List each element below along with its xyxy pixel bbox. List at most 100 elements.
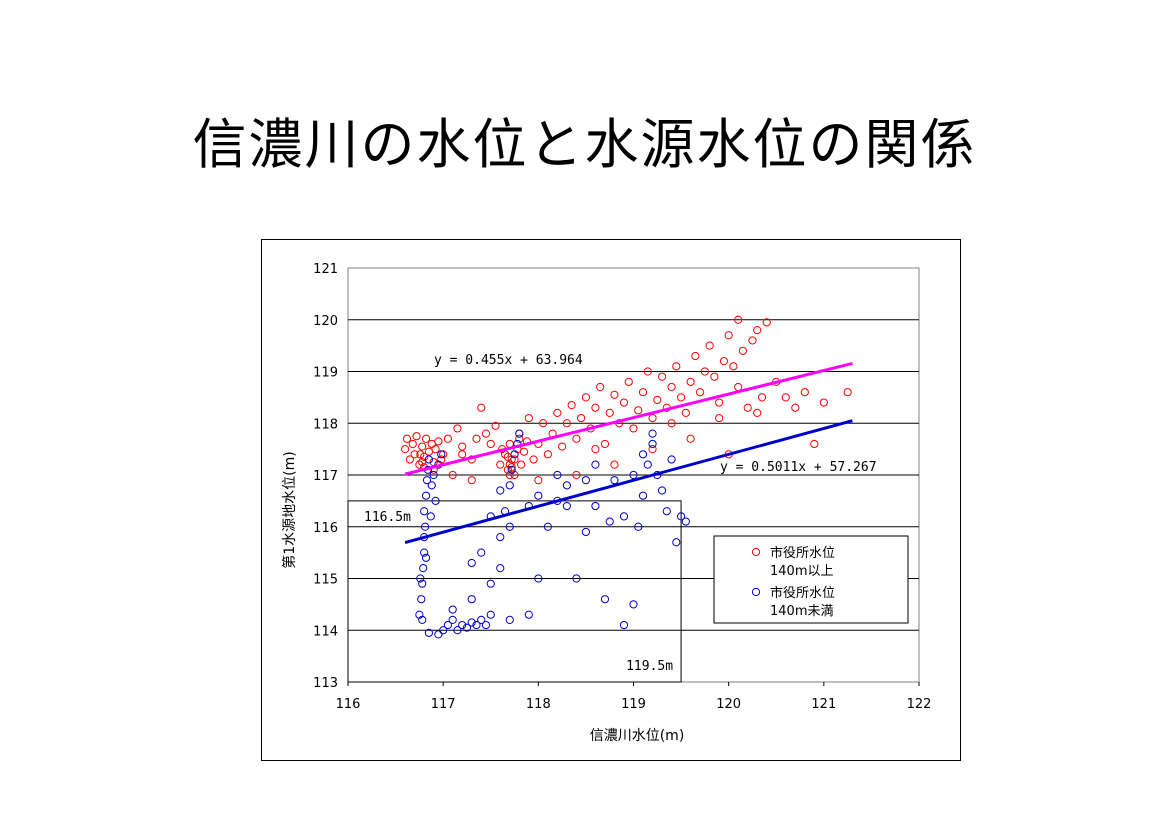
point-series-a: [667, 419, 676, 428]
tick-labels: 113 114 115 116 117 118 119 120 121 116 117 118 119 1…: [313, 262, 931, 712]
point-series-a: [558, 442, 567, 451]
point-series-a: [676, 393, 686, 402]
point-series-a: [458, 442, 467, 451]
point-series-b: [562, 481, 571, 490]
point-series-a: [577, 413, 586, 423]
point-series-b: [605, 517, 614, 526]
point-series-b: [419, 564, 428, 573]
point-series-b: [481, 620, 491, 630]
point-series-a: [710, 372, 719, 381]
point-series-a: [719, 357, 729, 366]
x-tick-label: 122: [907, 697, 932, 712]
point-series-b: [496, 564, 505, 573]
legend-marker: [751, 587, 761, 597]
point-series-a: [753, 408, 762, 417]
point-series-b: [467, 558, 476, 568]
point-series-a: [477, 403, 486, 412]
point-series-b: [553, 470, 562, 480]
point-series-a: [715, 413, 724, 423]
point-series-a: [401, 445, 410, 454]
point-series-a: [481, 429, 491, 438]
point-series-b: [422, 476, 432, 485]
point-series-b: [643, 460, 652, 469]
x-tick-label: 120: [716, 697, 741, 712]
point-series-a: [491, 421, 500, 430]
point-series-a: [448, 470, 457, 480]
point-series-a: [553, 408, 562, 417]
point-series-a: [629, 424, 638, 433]
point-series-a: [700, 367, 709, 376]
point-series-b: [434, 630, 443, 639]
point-series-a: [529, 455, 538, 464]
point-series-a: [515, 434, 524, 443]
point-series-b: [496, 533, 505, 542]
y-tick-label: 120: [313, 314, 338, 329]
point-series-b: [591, 501, 600, 511]
point-series-b: [472, 620, 481, 630]
point-series-b: [629, 600, 638, 609]
point-series-b: [657, 486, 667, 495]
point-series-b: [420, 507, 429, 516]
point-series-b: [638, 491, 648, 500]
point-series-a: [762, 318, 771, 327]
point-series-a: [591, 403, 600, 412]
point-series-b: [562, 501, 571, 511]
legend-label-line1: 市役所水位: [770, 545, 835, 561]
chart-annotations: y = 0.455x + 63.964 y = 0.5011x + 57.267: [434, 353, 877, 475]
x-axis-title: 信濃川水位(m): [590, 728, 685, 744]
y-tick-label: 114: [313, 624, 338, 639]
point-series-b: [667, 455, 676, 464]
point-series-b: [427, 481, 436, 490]
point-series-a: [681, 408, 690, 417]
point-series-a: [734, 315, 743, 324]
point-series-a: [591, 445, 600, 454]
point-series-a: [410, 450, 419, 459]
legend-label-line2: 140m未満: [770, 604, 833, 619]
point-series-a: [672, 362, 681, 371]
point-series-a: [715, 398, 724, 407]
point-series-b: [648, 429, 657, 438]
point-series-a: [443, 434, 453, 443]
point-series-a: [434, 437, 443, 446]
point-series-a: [458, 450, 467, 459]
point-series-a: [421, 434, 431, 443]
y-tick-label: 116: [313, 521, 338, 536]
y-tick-label: 118: [313, 417, 338, 432]
point-series-a: [505, 460, 514, 469]
point-series-a: [505, 470, 514, 480]
point-series-b: [505, 522, 514, 531]
point-series-a: [538, 419, 548, 428]
point-series-b: [591, 460, 600, 469]
slide-title: 信濃川の水位と水源水位の関係: [192, 113, 977, 176]
point-series-a: [415, 460, 424, 469]
point-series-a: [610, 390, 619, 399]
point-series-a: [405, 455, 414, 464]
point-series-a: [648, 413, 657, 423]
point-series-b: [448, 615, 457, 624]
point-series-b: [477, 548, 486, 557]
point-series-b: [417, 595, 426, 604]
point-series-a: [572, 434, 581, 443]
point-series-b: [543, 522, 552, 531]
point-series-a: [729, 362, 738, 371]
point-series-b: [572, 574, 581, 583]
trend-equation-b: y = 0.5011x + 57.267: [720, 460, 877, 475]
point-series-a: [408, 439, 417, 449]
x-tick-label: 116: [336, 697, 361, 712]
x-tick-label: 119: [621, 697, 646, 712]
point-series-b: [418, 579, 427, 588]
point-series-a: [596, 382, 605, 392]
point-series-b: [610, 476, 619, 485]
point-series-a: [643, 367, 652, 376]
point-series-b: [681, 517, 690, 526]
point-series-a: [543, 450, 552, 459]
point-series-a: [843, 388, 852, 397]
point-series-a: [472, 434, 481, 443]
point-series-a: [524, 413, 533, 423]
point-series-b: [672, 538, 681, 547]
point-series-a: [753, 326, 762, 335]
point-series-b: [420, 548, 429, 557]
point-series-a: [507, 463, 516, 472]
point-series-b: [418, 615, 427, 624]
